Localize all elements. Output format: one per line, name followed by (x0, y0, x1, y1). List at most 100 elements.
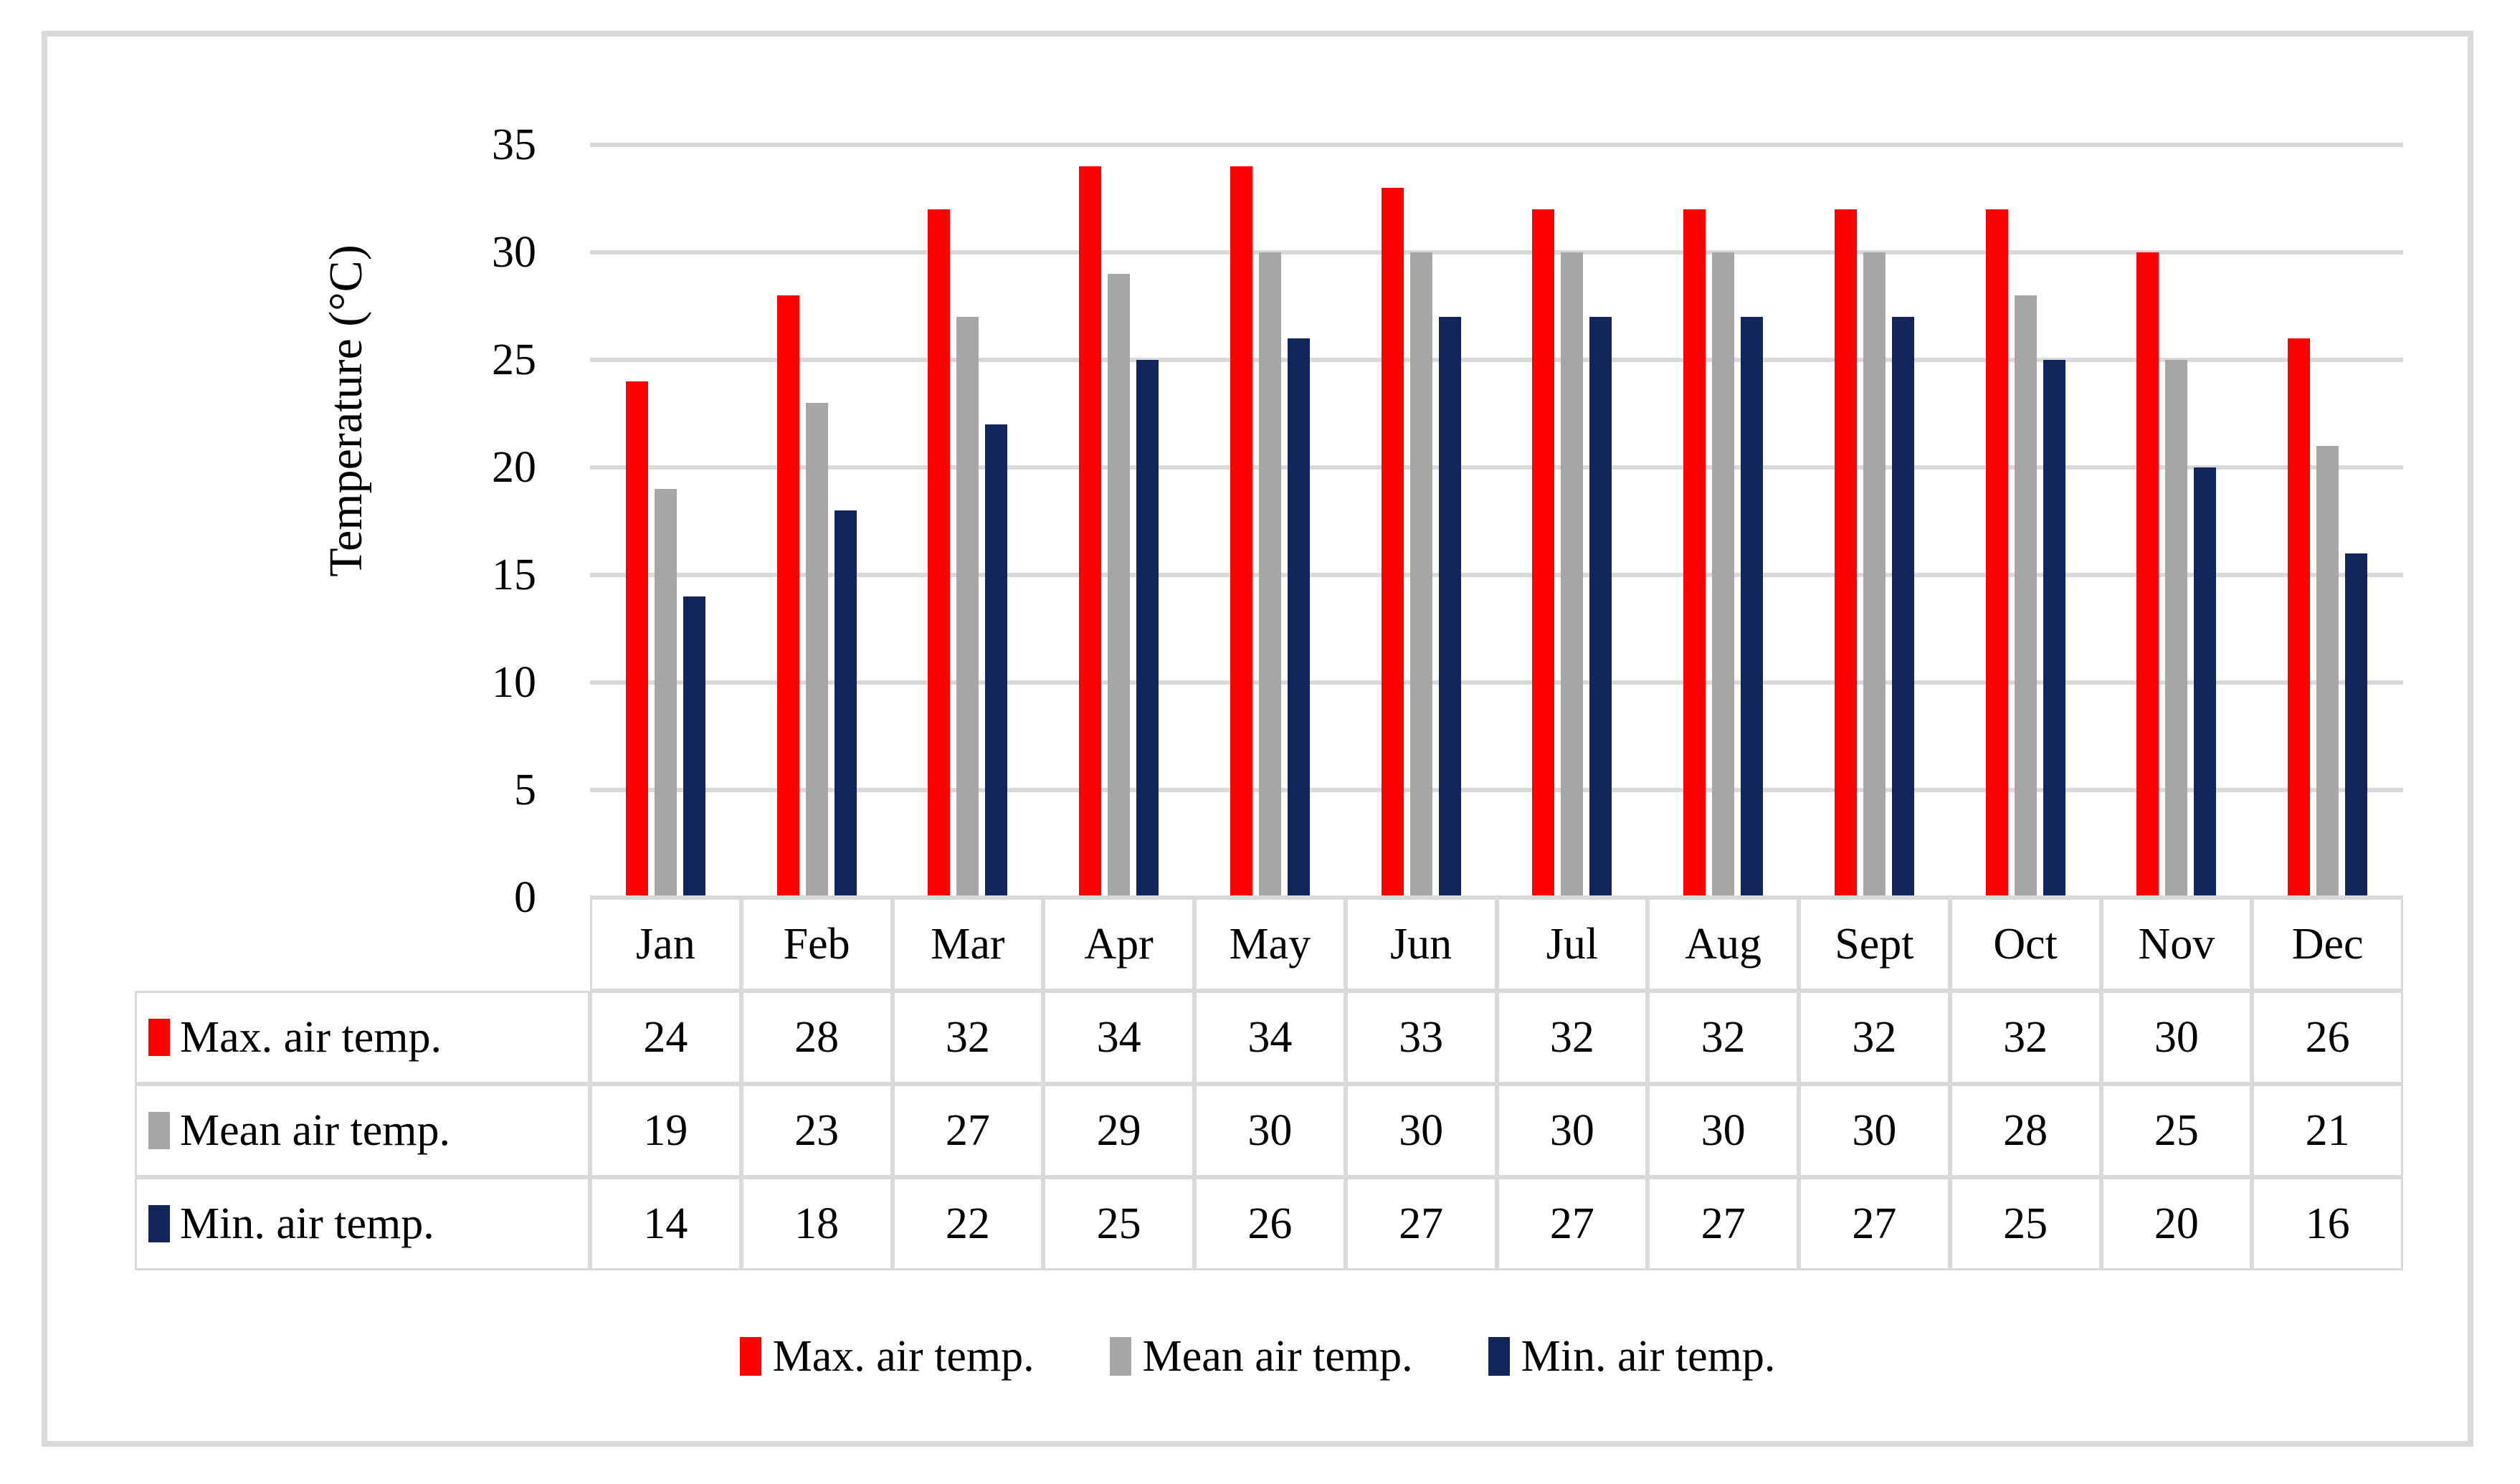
table-value-cell: 14 (590, 1177, 741, 1270)
month-header-cell: Feb (741, 898, 893, 991)
table-value-cell: 16 (2252, 1177, 2403, 1270)
table-value-cell: 21 (2252, 1084, 2403, 1177)
bar-mar-series1 (956, 317, 979, 898)
legend-key-swatch (148, 1112, 170, 1149)
table-value-cell: 27 (1345, 1177, 1497, 1270)
bar-may-series1 (1258, 252, 1281, 898)
legend-label: Min. air temp. (1521, 1331, 1776, 1381)
gridline (590, 358, 2403, 362)
bar-mar-series0 (928, 209, 951, 898)
bar-jul-series1 (1561, 252, 1584, 898)
bar-feb-series1 (805, 403, 828, 898)
gridline (590, 143, 2403, 147)
bar-oct-series1 (2014, 295, 2037, 898)
y-tick-label: 20 (492, 443, 536, 492)
table-value-cell: 34 (1194, 991, 1346, 1084)
gridline (590, 250, 2403, 255)
y-tick-label: 35 (492, 120, 536, 169)
month-header-cell: Apr (1043, 898, 1194, 991)
table-value-cell: 32 (892, 991, 1044, 1084)
bar-jul-series2 (1589, 317, 1612, 898)
bar-sept-series2 (1891, 317, 1914, 898)
bar-nov-series1 (2165, 360, 2188, 898)
table-value-cell: 24 (590, 991, 741, 1084)
table-value-cell: 29 (1043, 1084, 1194, 1177)
bar-aug-series2 (1741, 317, 1764, 898)
bar-feb-series0 (776, 295, 799, 898)
table-value-cell: 23 (741, 1084, 893, 1177)
bar-oct-series2 (2043, 360, 2065, 898)
table-value-cell: 26 (2252, 991, 2403, 1084)
table-value-cell: 30 (2101, 991, 2253, 1084)
bar-oct-series0 (1985, 209, 2008, 898)
series-row-label: Min. air temp. (180, 1199, 434, 1248)
bar-aug-series0 (1683, 209, 1706, 898)
bar-sept-series1 (1863, 252, 1886, 898)
legend-item: Max. air temp. (739, 1331, 1035, 1382)
bar-dec-series1 (2316, 446, 2339, 898)
legend-swatch (1109, 1337, 1131, 1376)
table-value-cell: 19 (590, 1084, 741, 1177)
bar-nov-series2 (2194, 467, 2217, 898)
table-value-cell: 30 (1647, 1084, 1799, 1177)
table-value-cell: 33 (1345, 991, 1497, 1084)
gridline (590, 788, 2403, 792)
y-tick-label: 30 (492, 228, 536, 277)
table-value-cell: 28 (741, 991, 893, 1084)
table-value-cell: 26 (1194, 1177, 1346, 1270)
legend-swatch (1488, 1337, 1510, 1376)
y-tick-label: 25 (492, 336, 536, 384)
table-value-cell: 27 (1496, 1177, 1648, 1270)
legend-swatch (739, 1337, 761, 1376)
y-axis-title: Temperature (°C) (320, 244, 372, 577)
table-value-cell: 32 (1949, 991, 2101, 1084)
legend-item: Mean air temp. (1109, 1331, 1413, 1382)
table-value-cell: 32 (1647, 991, 1799, 1084)
legend-label: Mean air temp. (1142, 1331, 1413, 1381)
gridline (590, 573, 2403, 577)
gridline (590, 465, 2403, 470)
bar-jun-series0 (1381, 188, 1404, 898)
month-header-cell: Aug (1647, 898, 1799, 991)
bar-mar-series2 (985, 424, 1008, 898)
series-row-label: Mean air temp. (180, 1105, 451, 1155)
table-value-cell: 27 (892, 1084, 1044, 1177)
bar-jun-series1 (1409, 252, 1432, 898)
bar-jan-series0 (625, 381, 648, 898)
y-tick-label: 5 (514, 766, 536, 814)
table-value-cell: 30 (1345, 1084, 1497, 1177)
bar-dec-series2 (2345, 553, 2368, 898)
legend-key-swatch (148, 1205, 170, 1242)
month-header-cell: Jan (590, 898, 741, 991)
legend-item: Min. air temp. (1488, 1331, 1776, 1382)
legend-label: Max. air temp. (772, 1331, 1035, 1381)
table-value-cell: 27 (1647, 1177, 1799, 1270)
table-value-cell: 28 (1949, 1084, 2101, 1177)
bar-feb-series2 (834, 510, 857, 898)
series-row-header: Mean air temp. (135, 1084, 590, 1177)
y-tick-label: 15 (492, 551, 536, 599)
table-corner-empty-cell (135, 898, 590, 991)
series-row-header: Min. air temp. (135, 1177, 590, 1270)
bar-apr-series1 (1108, 274, 1131, 898)
y-tick-label: 10 (492, 658, 536, 707)
table-value-cell: 25 (1949, 1177, 2101, 1270)
bar-apr-series0 (1079, 166, 1102, 898)
series-row-label: Max. air temp. (180, 1012, 442, 1062)
month-header-cell: Mar (892, 898, 1044, 991)
gridline (590, 680, 2403, 685)
table-value-cell: 30 (1799, 1084, 1950, 1177)
table-value-cell: 32 (1496, 991, 1648, 1084)
month-header-cell: Nov (2101, 898, 2253, 991)
table-value-cell: 27 (1799, 1177, 1950, 1270)
month-header-cell: Sept (1799, 898, 1950, 991)
chart-legend: Max. air temp. Mean air temp. Min. air tem… (42, 1321, 2473, 1392)
table-value-cell: 25 (2101, 1084, 2253, 1177)
bar-dec-series0 (2288, 338, 2311, 898)
bar-jan-series2 (683, 596, 705, 898)
series-row-header: Max. air temp. (135, 991, 590, 1084)
month-header-cell: Jun (1345, 898, 1497, 991)
bar-apr-series2 (1136, 360, 1159, 898)
table-value-cell: 18 (741, 1177, 893, 1270)
y-tick-label: 0 (514, 873, 536, 922)
